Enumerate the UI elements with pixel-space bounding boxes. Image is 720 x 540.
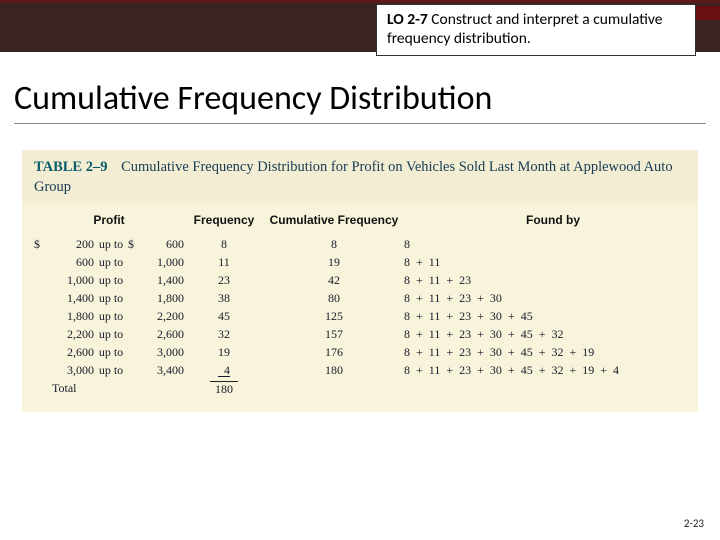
lo-label: LO 2-7: [387, 10, 428, 29]
table-row: 600up to1,00011198 + 11: [34, 253, 686, 271]
cell-cumulative: 125: [264, 307, 404, 325]
cell-cumulative: 176: [264, 343, 404, 361]
cell-frequency: 8: [184, 235, 264, 253]
cell-cumulative: 180: [264, 361, 404, 379]
table-caption: TABLE 2–9 Cumulative Frequency Distribut…: [22, 150, 698, 203]
cell-frequency: 11: [184, 253, 264, 271]
cell-foundby: 8 + 11 + 23 + 30 + 45 + 32 + 19 + 4: [404, 361, 686, 379]
cell-profit: 2,200up to2,600: [34, 325, 184, 343]
cell-total-frequency: 180: [184, 379, 264, 398]
table-number: TABLE 2–9: [34, 159, 107, 175]
cell-frequency: 23: [184, 271, 264, 289]
cell-profit: $200up to$600: [34, 235, 184, 253]
cell-foundby: 8: [404, 235, 686, 253]
table-row: 1,000up to1,40023428 + 11 + 23: [34, 271, 686, 289]
cell-cumulative: 19: [264, 253, 404, 271]
col-header-foundby: Found by: [404, 213, 686, 235]
cell-frequency: 45: [184, 307, 264, 325]
cell-profit: 3,000up to3,400: [34, 361, 184, 379]
lo-text: Construct and interpret a cumulative fre…: [387, 10, 662, 48]
cell-frequency: 4: [184, 361, 264, 379]
cell-total-label: Total: [34, 379, 184, 398]
cell-profit: 1,000up to1,400: [34, 271, 184, 289]
table-row: 1,400up to1,80038808 + 11 + 23 + 30: [34, 289, 686, 307]
table-total-row: Total180: [34, 379, 686, 398]
col-header-profit: Profit: [34, 213, 184, 235]
table-row: 3,000up to3,400 41808 + 11 + 23 + 30 + 4…: [34, 361, 686, 379]
cell-cumulative: 42: [264, 271, 404, 289]
page-title: Cumulative Frequency Distribution: [14, 78, 706, 124]
cell-cumulative: 8: [264, 235, 404, 253]
cell-foundby: 8 + 11 + 23 + 30: [404, 289, 686, 307]
learning-objective-box: LO 2-7 Construct and interpret a cumulat…: [376, 4, 696, 56]
cumulative-frequency-table: TABLE 2–9 Cumulative Frequency Distribut…: [22, 150, 698, 412]
cell-foundby: 8 + 11: [404, 253, 686, 271]
table-row: $200up to$600888: [34, 235, 686, 253]
cell-profit: 2,600up to3,000: [34, 343, 184, 361]
table-caption-text: Cumulative Frequency Distribution for Pr…: [34, 159, 673, 195]
cell-foundby: 8 + 11 + 23 + 30 + 45: [404, 307, 686, 325]
cell-frequency: 19: [184, 343, 264, 361]
col-header-frequency: Frequency: [184, 213, 264, 235]
cell-profit: 1,400up to1,800: [34, 289, 184, 307]
cell-frequency: 32: [184, 325, 264, 343]
cell-profit: 1,800up to2,200: [34, 307, 184, 325]
cell-foundby: 8 + 11 + 23 + 30 + 45 + 32 + 19: [404, 343, 686, 361]
table-row: 1,800up to2,200451258 + 11 + 23 + 30 + 4…: [34, 307, 686, 325]
table-row: 2,600up to3,000191768 + 11 + 23 + 30 + 4…: [34, 343, 686, 361]
cell-frequency: 38: [184, 289, 264, 307]
table-header-row: Profit Frequency Cumulative Frequency Fo…: [34, 213, 686, 235]
table-body: Profit Frequency Cumulative Frequency Fo…: [22, 203, 698, 412]
page-number: 2-23: [684, 517, 704, 530]
cell-foundby: 8 + 11 + 23: [404, 271, 686, 289]
cell-cumulative: 157: [264, 325, 404, 343]
col-header-cumulative: Cumulative Frequency: [264, 213, 404, 235]
table-row: 2,200up to2,600321578 + 11 + 23 + 30 + 4…: [34, 325, 686, 343]
data-table: Profit Frequency Cumulative Frequency Fo…: [34, 213, 686, 398]
cell-foundby: 8 + 11 + 23 + 30 + 45 + 32: [404, 325, 686, 343]
cell-profit: 600up to1,000: [34, 253, 184, 271]
cell-cumulative: 80: [264, 289, 404, 307]
